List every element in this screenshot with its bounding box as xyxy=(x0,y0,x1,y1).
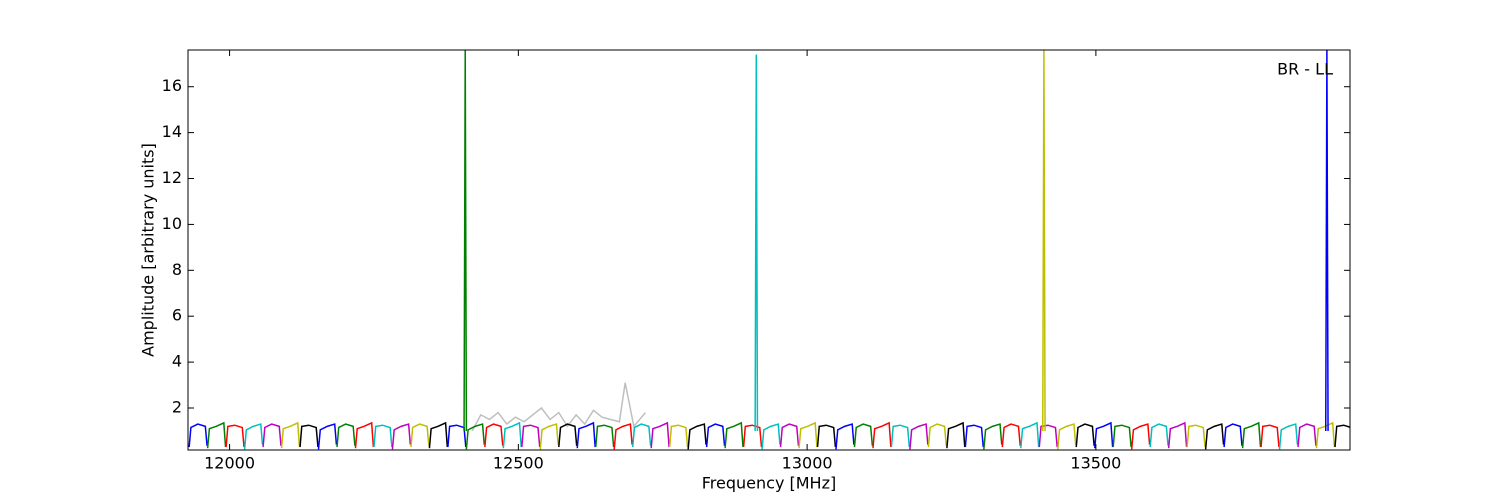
y-tick-label: 6 xyxy=(172,306,182,325)
spectrum-line xyxy=(594,424,615,448)
spectrum-line xyxy=(576,421,596,449)
spectrum-line xyxy=(1260,424,1280,448)
spectrum-line xyxy=(1334,424,1350,448)
spectrum-line xyxy=(1093,421,1114,449)
spectrum-line xyxy=(816,424,837,448)
x-tick-label: 12500 xyxy=(493,454,544,473)
spectrum-line xyxy=(853,423,874,448)
spectrum-line xyxy=(299,424,319,448)
spectrum-line xyxy=(521,424,541,448)
spectrum-line xyxy=(687,423,707,450)
y-tick-label: 14 xyxy=(162,122,182,141)
spectrum-line xyxy=(262,423,282,448)
spectrum-line xyxy=(1001,423,1021,448)
spectrum-line xyxy=(927,423,948,448)
y-axis-label: Amplitude [arbitrary units] xyxy=(139,143,158,357)
spectrum-line xyxy=(1038,424,1058,448)
spectrum-line xyxy=(280,421,301,449)
spectrum-line xyxy=(742,424,763,448)
spectrum-line xyxy=(1149,423,1169,448)
spectrum-line xyxy=(1112,424,1132,448)
x-tick-label: 13500 xyxy=(1070,454,1121,473)
spectrum-line xyxy=(909,423,929,450)
spectrum-line xyxy=(354,421,375,449)
spectrum-line xyxy=(410,423,430,448)
spectrum-line xyxy=(206,421,227,449)
spectrum-line xyxy=(890,424,911,448)
spectrum-line xyxy=(1042,50,1046,431)
spectrum-line xyxy=(1186,424,1206,448)
spectrum-line xyxy=(317,423,338,450)
spectrum-line xyxy=(668,424,689,448)
spectrum-line xyxy=(631,423,652,448)
spectrum-line xyxy=(336,423,356,448)
spectrum-line xyxy=(225,424,245,448)
spectrum-line xyxy=(243,423,264,450)
spectrum-line xyxy=(1278,423,1299,450)
spectrum-line xyxy=(650,421,670,449)
spectrum-line xyxy=(463,50,468,431)
x-tick-label: 12000 xyxy=(204,454,255,473)
spectrum-line xyxy=(1324,50,1329,431)
y-tick-label: 8 xyxy=(172,260,182,279)
spectrum-line xyxy=(946,421,966,449)
spectrum-line xyxy=(761,423,781,450)
y-tick-label: 2 xyxy=(172,398,182,417)
spectrum-line xyxy=(1075,423,1095,448)
spectrum-line xyxy=(484,423,504,448)
y-tick-label: 16 xyxy=(162,76,182,95)
spectrum-line xyxy=(779,423,800,448)
x-axis-label: Frequency [MHz] xyxy=(702,474,836,493)
y-tick-label: 10 xyxy=(162,214,182,233)
spectrum-line xyxy=(465,423,486,450)
spectrum-line xyxy=(798,421,818,449)
spectrum-line xyxy=(391,423,412,450)
spectrum-line xyxy=(705,423,726,448)
spectrum-line xyxy=(539,423,559,450)
spectrum-line xyxy=(1167,421,1188,449)
y-tick-label: 12 xyxy=(162,168,182,187)
spectrum-line xyxy=(983,423,1003,450)
spectrum-line xyxy=(558,423,578,448)
spectrum-line xyxy=(1223,423,1243,448)
spectrum-line xyxy=(188,423,208,448)
axes-frame xyxy=(187,49,1351,451)
spectrum-line xyxy=(754,54,759,431)
annotation: BR - LL xyxy=(1277,60,1333,79)
plot-area xyxy=(188,50,1350,450)
spectrum-line xyxy=(1297,423,1317,448)
spectrum-line xyxy=(872,421,892,449)
spectrum-line xyxy=(502,421,522,449)
spectrum-line xyxy=(471,382,646,432)
spectrum-line xyxy=(1057,423,1077,450)
spectrum-line xyxy=(964,424,985,448)
spectrum-line xyxy=(1130,423,1151,450)
spectrum-line xyxy=(724,421,744,449)
spectrum-line xyxy=(835,423,855,450)
spectrum-line xyxy=(613,423,633,450)
spectrum-line xyxy=(1241,421,1262,449)
x-tick-label: 13000 xyxy=(782,454,833,473)
spectrum-line xyxy=(1204,423,1225,450)
spectrum-line xyxy=(1020,421,1040,449)
spectrum-line xyxy=(428,421,449,449)
y-tick-label: 4 xyxy=(172,352,182,371)
spectrum-line xyxy=(447,424,467,448)
spectrum-line xyxy=(373,424,393,448)
